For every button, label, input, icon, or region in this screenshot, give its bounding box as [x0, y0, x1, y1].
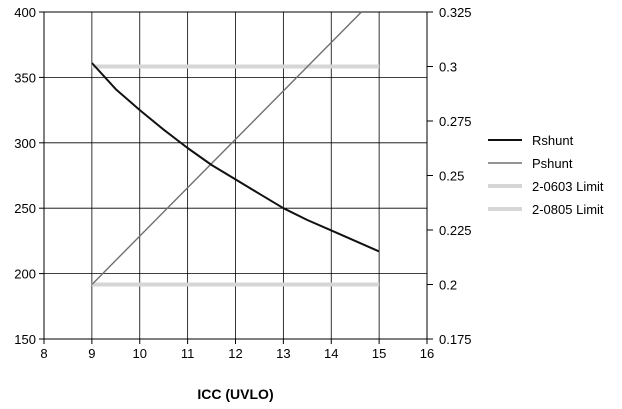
axis-ticks: 8 9 10 11 12 13 14 15 16 150 200 250 300 350 400 0.175 0…	[14, 5, 471, 361]
x-tick-label: 8	[40, 346, 47, 361]
y2-tick-label: 0.325	[439, 5, 472, 20]
y2-tick-label: 0.2	[439, 278, 457, 293]
y-tick-label: 350	[14, 70, 36, 85]
x-tick-label: 9	[88, 346, 95, 361]
series-line-pshunt	[91, 11, 362, 285]
legend-label: 2-0805 Limit	[532, 202, 604, 217]
y-tick-label: 400	[14, 5, 36, 20]
series-layer	[91, 11, 380, 287]
y2-tick-label: 0.3	[439, 60, 457, 75]
x-tick-label: 16	[420, 346, 434, 361]
x-tick-label: 12	[228, 346, 242, 361]
x-tick-label: 11	[181, 346, 195, 361]
legend: Rshunt Pshunt 2-0603 Limit 2-0805 Limit	[488, 133, 604, 217]
x-tick-label: 10	[133, 346, 147, 361]
y2-tick-label: 0.275	[439, 114, 472, 129]
y2-tick-label: 0.225	[439, 223, 472, 238]
legend-label: Rshunt	[532, 133, 574, 148]
x-tick-label: 15	[372, 346, 386, 361]
x-tick-label: 14	[324, 346, 338, 361]
series-line-rshunt	[91, 62, 380, 253]
x-axis-title: ICC (UVLO)	[197, 386, 273, 402]
y-tick-label: 250	[14, 201, 36, 216]
grid-lines	[43, 11, 428, 340]
y-tick-label: 300	[14, 136, 36, 151]
y2-tick-label: 0.175	[439, 332, 472, 347]
y-tick-label: 200	[14, 267, 36, 282]
legend-label: 2-0603 Limit	[532, 179, 604, 194]
y2-tick-label: 0.25	[439, 169, 464, 184]
x-tick-label: 13	[276, 346, 290, 361]
legend-label: Pshunt	[532, 156, 573, 171]
y-tick-label: 150	[14, 332, 36, 347]
